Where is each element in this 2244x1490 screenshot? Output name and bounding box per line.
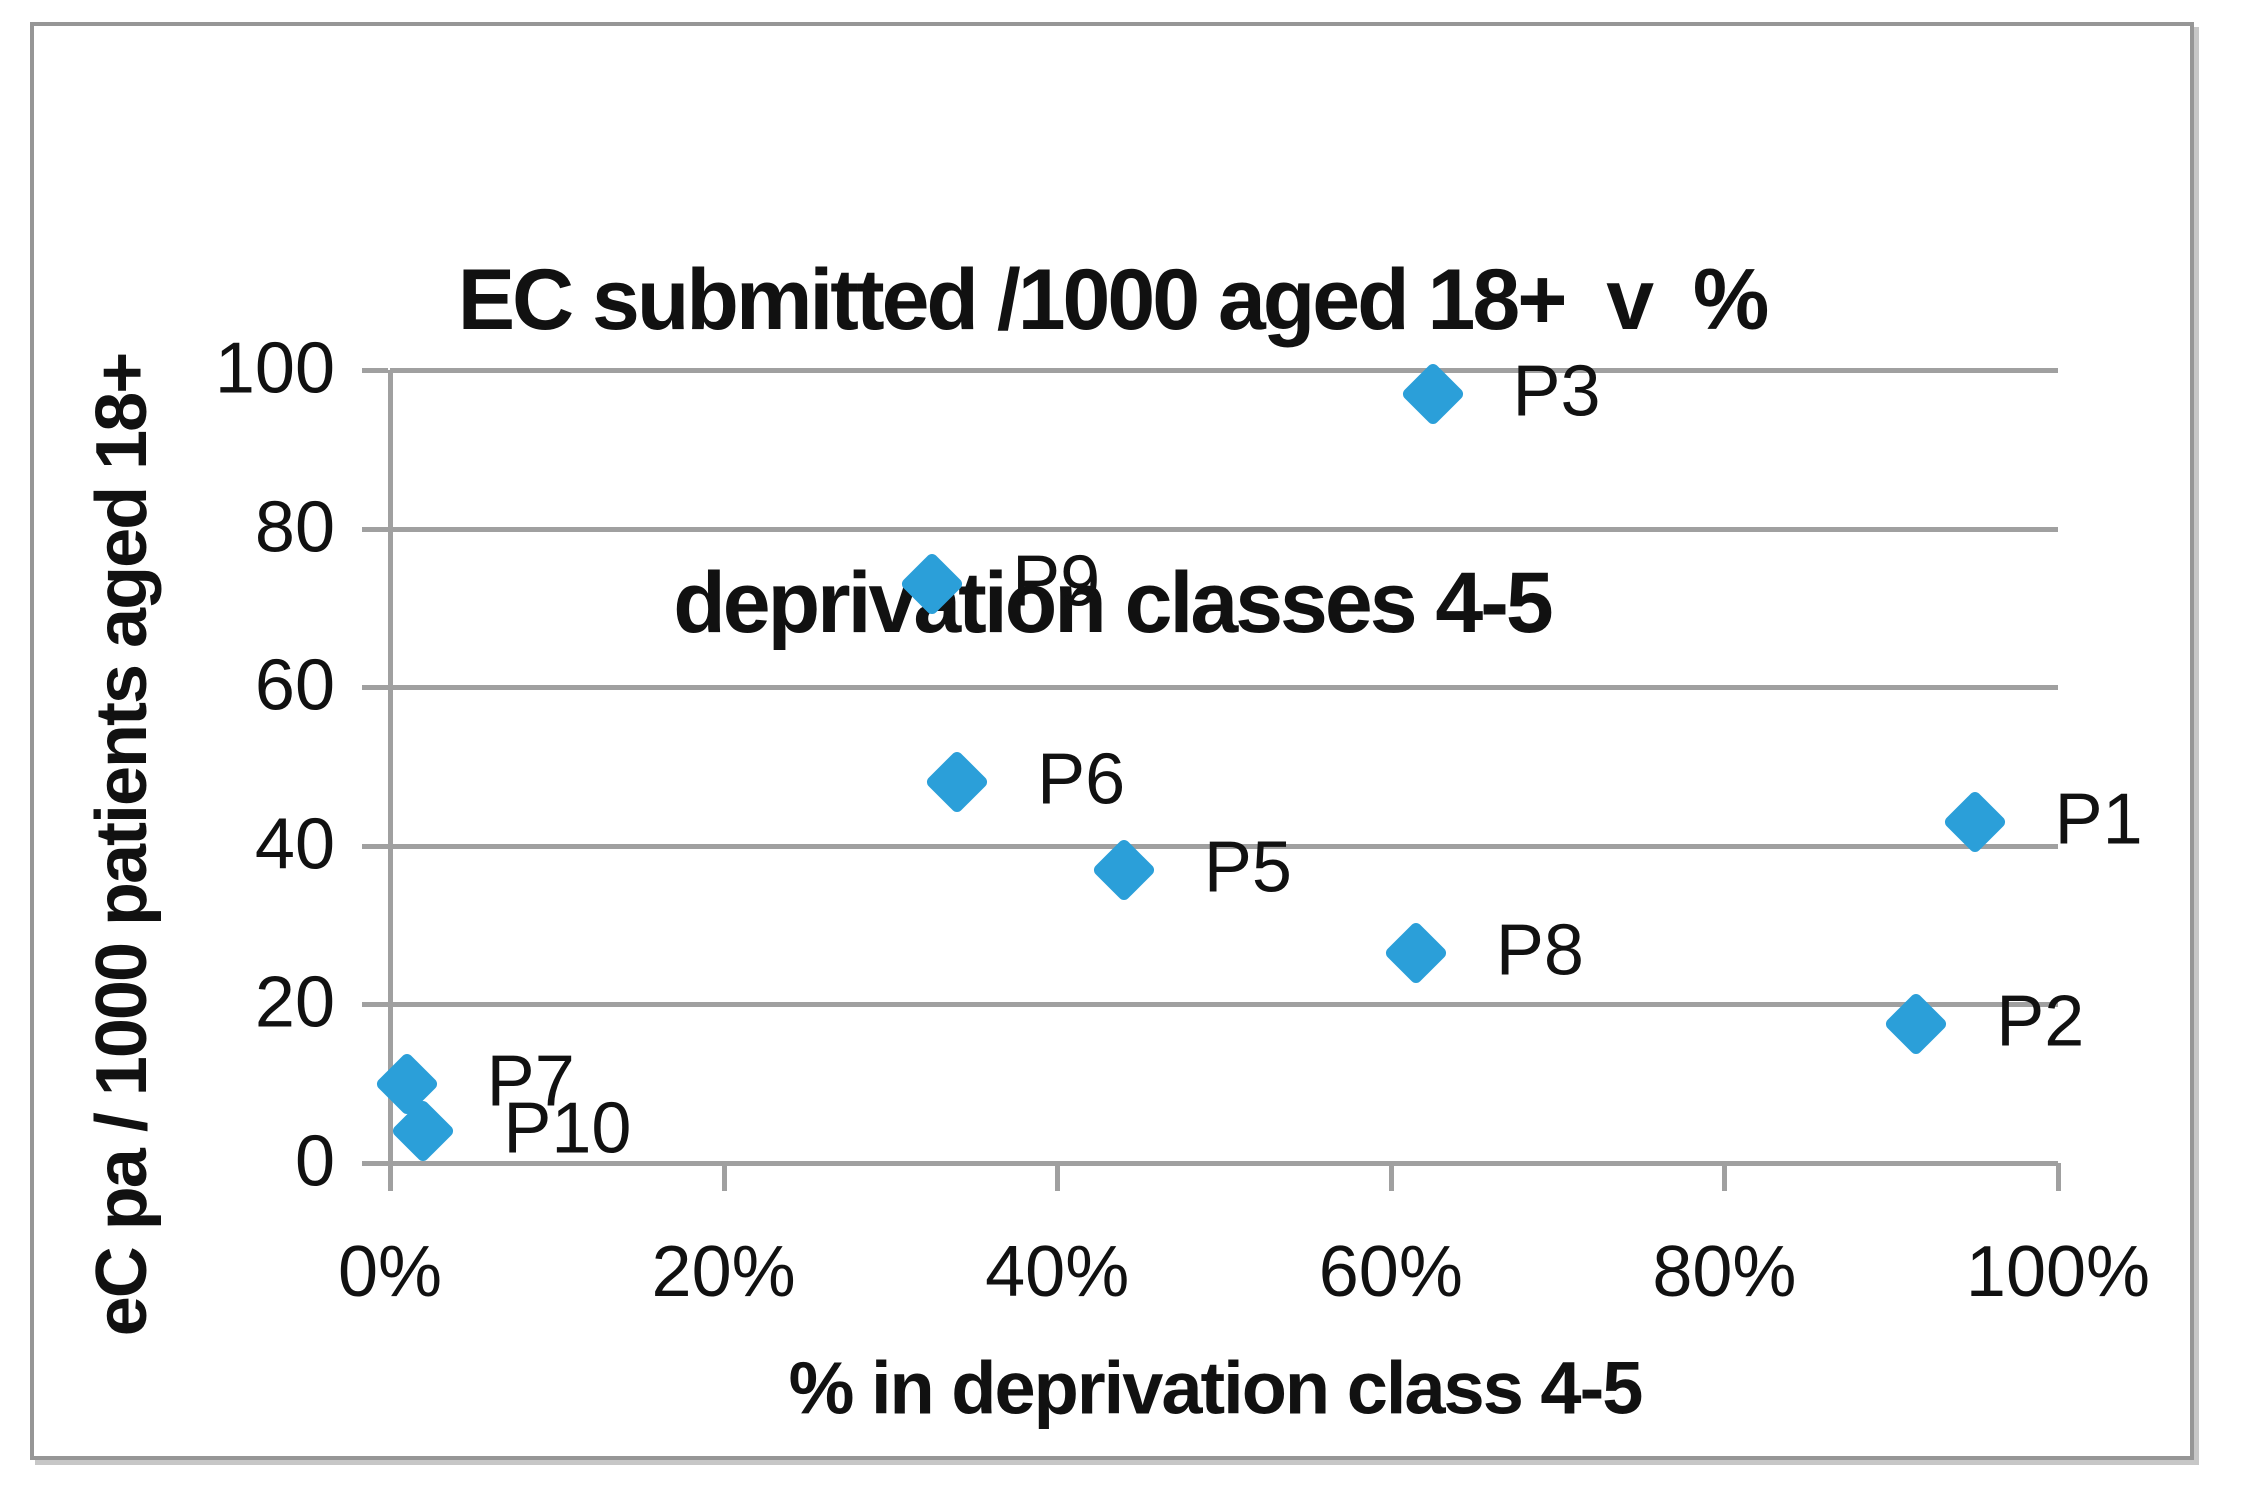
chart-title-line-2: deprivation classes 4-5 bbox=[673, 555, 1553, 651]
y-tick-60 bbox=[362, 685, 388, 691]
x-tick-label-100%: 100% bbox=[1965, 1232, 2151, 1312]
data-point-label-P8: P8 bbox=[1495, 910, 1584, 991]
x-axis-title: % in deprivation class 4-5 bbox=[788, 1346, 1644, 1430]
gridline-y-100 bbox=[390, 368, 2058, 373]
gridline-y-20 bbox=[390, 1002, 2058, 1008]
data-point-label-P9: P9 bbox=[1012, 541, 1101, 622]
x-tick-label-60%: 60% bbox=[1318, 1232, 1463, 1312]
x-tick-label-0%: 0% bbox=[337, 1232, 443, 1312]
y-tick-label-40: 40 bbox=[254, 804, 335, 885]
y-tick-label-20: 20 bbox=[254, 962, 335, 1043]
y-tick-40 bbox=[362, 843, 388, 849]
y-tick-20 bbox=[362, 1002, 388, 1008]
data-point-label-P3: P3 bbox=[1512, 351, 1601, 432]
x-tick-60% bbox=[1388, 1163, 1394, 1191]
chart-title-line-1: EC submitted /1000 aged 18+ v % bbox=[457, 252, 1770, 348]
y-tick-label-0: 0 bbox=[294, 1121, 335, 1202]
x-tick-label-80%: 80% bbox=[1652, 1232, 1797, 1312]
data-point-label-P2: P2 bbox=[1996, 981, 2085, 1062]
x-axis-line bbox=[390, 1161, 2058, 1166]
x-tick-80% bbox=[1722, 1163, 1728, 1191]
data-point-label-P10: P10 bbox=[503, 1088, 632, 1169]
gridline-y-80 bbox=[390, 526, 2058, 532]
chart-title: EC submitted /1000 aged 18+ v % deprivat… bbox=[90, 48, 2134, 856]
y-tick-100 bbox=[362, 368, 388, 373]
y-tick-label-60: 60 bbox=[254, 645, 335, 726]
data-point-label-P6: P6 bbox=[1037, 739, 1126, 820]
x-tick-label-40%: 40% bbox=[985, 1232, 1130, 1312]
y-tick-80 bbox=[362, 526, 388, 532]
x-tick-label-20%: 20% bbox=[651, 1232, 796, 1312]
y-axis-line bbox=[388, 370, 393, 1191]
x-tick-40% bbox=[1055, 1163, 1061, 1191]
data-point-label-P5: P5 bbox=[1203, 827, 1292, 908]
x-tick-20% bbox=[721, 1163, 727, 1191]
y-tick-label-100: 100 bbox=[214, 328, 335, 409]
data-point-label-P1: P1 bbox=[2054, 779, 2143, 860]
data-point-label-P7: P7 bbox=[486, 1041, 575, 1122]
y-tick-label-80: 80 bbox=[254, 486, 335, 567]
x-tick-100% bbox=[2056, 1163, 2061, 1191]
y-tick-0 bbox=[362, 1161, 388, 1166]
gridline-y-40 bbox=[390, 843, 2058, 849]
gridline-y-60 bbox=[390, 685, 2058, 691]
